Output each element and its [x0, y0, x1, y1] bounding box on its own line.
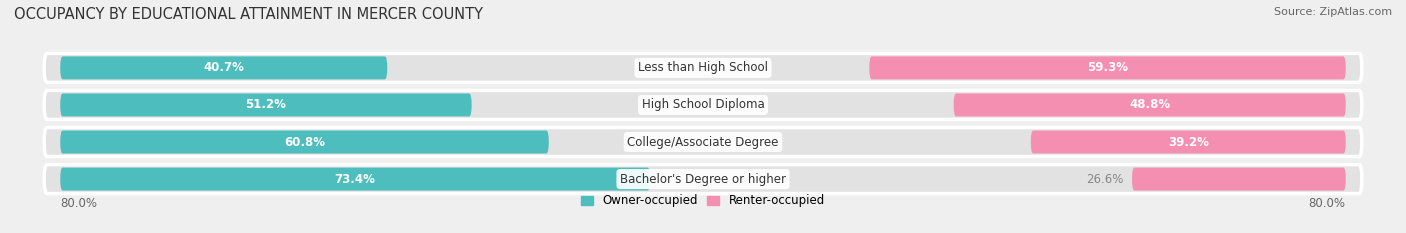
Text: Less than High School: Less than High School — [638, 61, 768, 74]
FancyBboxPatch shape — [60, 168, 650, 191]
FancyBboxPatch shape — [60, 93, 471, 116]
Text: 40.7%: 40.7% — [204, 61, 245, 74]
Text: High School Diploma: High School Diploma — [641, 99, 765, 111]
FancyBboxPatch shape — [60, 130, 548, 154]
FancyBboxPatch shape — [869, 56, 1346, 79]
Text: Bachelor's Degree or higher: Bachelor's Degree or higher — [620, 173, 786, 186]
Text: 59.3%: 59.3% — [1087, 61, 1128, 74]
Text: 80.0%: 80.0% — [60, 197, 97, 210]
Text: 48.8%: 48.8% — [1129, 99, 1170, 111]
Text: College/Associate Degree: College/Associate Degree — [627, 136, 779, 148]
FancyBboxPatch shape — [1132, 168, 1346, 191]
Text: 39.2%: 39.2% — [1168, 136, 1209, 148]
Text: 26.6%: 26.6% — [1087, 173, 1123, 186]
FancyBboxPatch shape — [44, 90, 1362, 120]
Text: 73.4%: 73.4% — [335, 173, 375, 186]
FancyBboxPatch shape — [953, 93, 1346, 116]
Text: 60.8%: 60.8% — [284, 136, 325, 148]
Text: 80.0%: 80.0% — [1309, 197, 1346, 210]
FancyBboxPatch shape — [60, 56, 387, 79]
Text: 51.2%: 51.2% — [246, 99, 287, 111]
Legend: Owner-occupied, Renter-occupied: Owner-occupied, Renter-occupied — [581, 194, 825, 207]
Text: OCCUPANCY BY EDUCATIONAL ATTAINMENT IN MERCER COUNTY: OCCUPANCY BY EDUCATIONAL ATTAINMENT IN M… — [14, 7, 484, 22]
Text: Source: ZipAtlas.com: Source: ZipAtlas.com — [1274, 7, 1392, 17]
FancyBboxPatch shape — [1031, 130, 1346, 154]
FancyBboxPatch shape — [44, 165, 1362, 194]
FancyBboxPatch shape — [44, 53, 1362, 82]
FancyBboxPatch shape — [44, 128, 1362, 157]
